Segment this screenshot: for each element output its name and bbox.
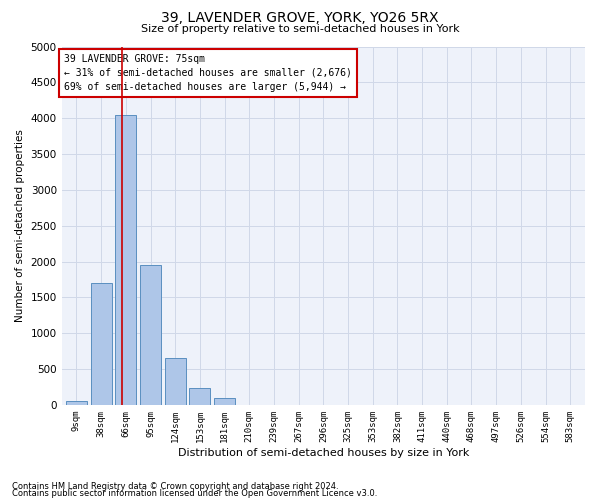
Text: 39, LAVENDER GROVE, YORK, YO26 5RX: 39, LAVENDER GROVE, YORK, YO26 5RX bbox=[161, 11, 439, 25]
X-axis label: Distribution of semi-detached houses by size in York: Distribution of semi-detached houses by … bbox=[178, 448, 469, 458]
Bar bbox=[140, 265, 161, 405]
Bar bbox=[214, 398, 235, 405]
Text: Size of property relative to semi-detached houses in York: Size of property relative to semi-detach… bbox=[140, 24, 460, 34]
Text: Contains HM Land Registry data © Crown copyright and database right 2024.: Contains HM Land Registry data © Crown c… bbox=[12, 482, 338, 491]
Bar bbox=[190, 388, 211, 405]
Bar bbox=[91, 283, 112, 405]
Text: Contains public sector information licensed under the Open Government Licence v3: Contains public sector information licen… bbox=[12, 489, 377, 498]
Text: 39 LAVENDER GROVE: 75sqm
← 31% of semi-detached houses are smaller (2,676)
69% o: 39 LAVENDER GROVE: 75sqm ← 31% of semi-d… bbox=[64, 54, 352, 92]
Bar bbox=[115, 114, 136, 405]
Bar bbox=[66, 401, 87, 405]
Bar bbox=[165, 358, 186, 405]
Y-axis label: Number of semi-detached properties: Number of semi-detached properties bbox=[15, 129, 25, 322]
